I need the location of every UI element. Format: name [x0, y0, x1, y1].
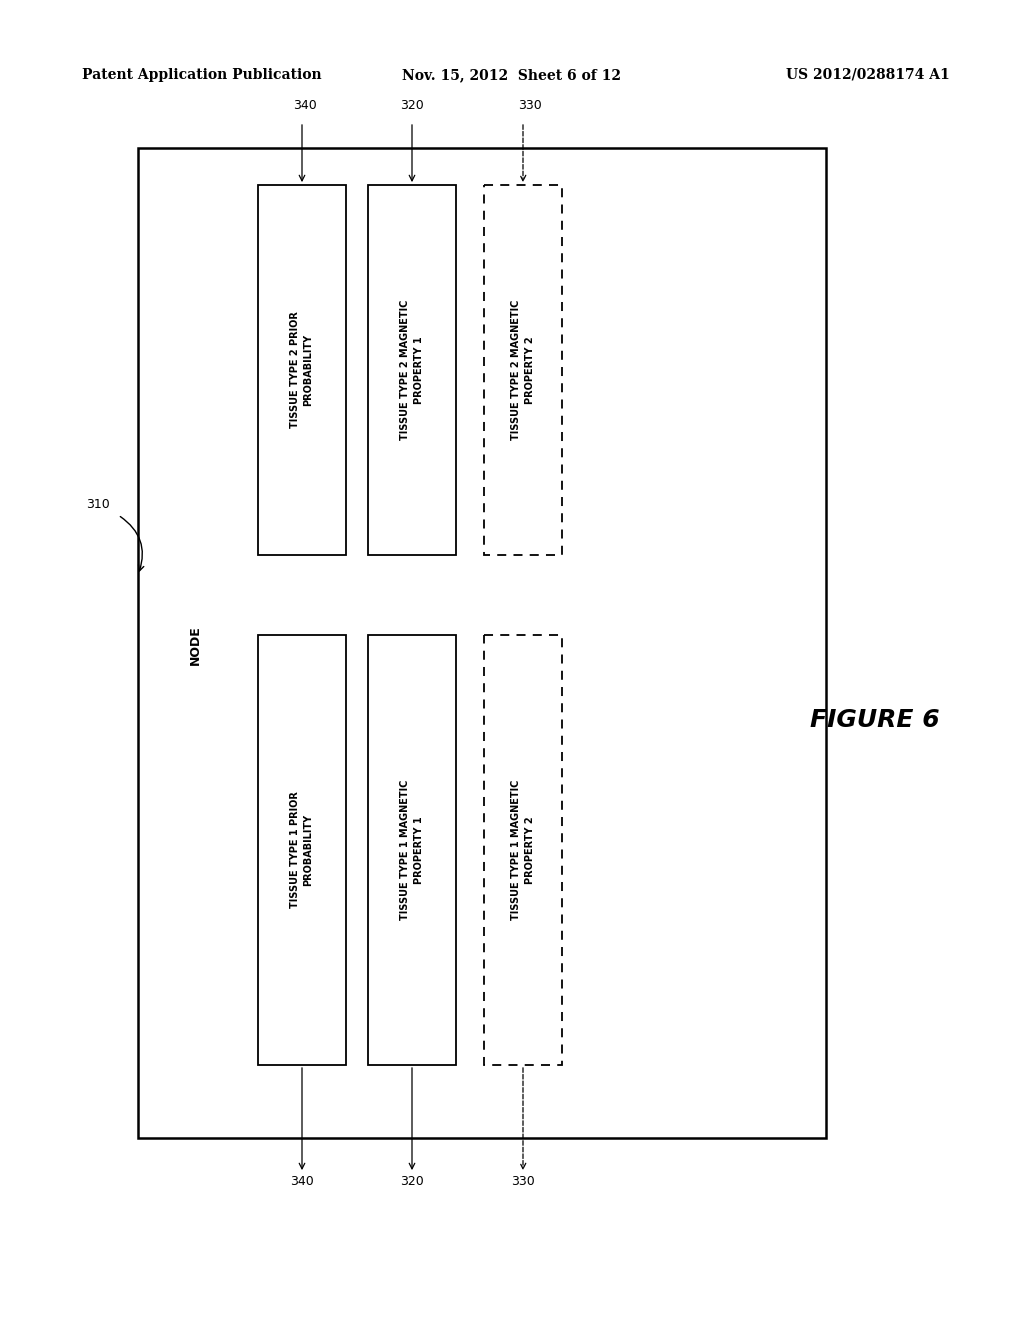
Bar	[368, 635, 456, 1065]
Text: FIGURE 6: FIGURE 6	[810, 708, 940, 733]
Bar	[138, 148, 826, 1138]
Text: TISSUE TYPE 1 PRIOR
PROBABILITY: TISSUE TYPE 1 PRIOR PROBABILITY	[291, 792, 313, 908]
Text: TISSUE TYPE 1 MAGNETIC
PROPERTY 2: TISSUE TYPE 1 MAGNETIC PROPERTY 2	[511, 780, 535, 920]
Text: TISSUE TYPE 2 MAGNETIC
PROPERTY 2: TISSUE TYPE 2 MAGNETIC PROPERTY 2	[511, 300, 535, 440]
Text: 320: 320	[400, 99, 424, 112]
Text: TISSUE TYPE 2 MAGNETIC
PROPERTY 1: TISSUE TYPE 2 MAGNETIC PROPERTY 1	[400, 300, 424, 440]
Text: 330: 330	[518, 99, 542, 112]
Text: NODE: NODE	[188, 626, 202, 665]
Bar	[368, 185, 456, 554]
Text: TISSUE TYPE 1 MAGNETIC
PROPERTY 1: TISSUE TYPE 1 MAGNETIC PROPERTY 1	[400, 780, 424, 920]
Bar	[484, 635, 562, 1065]
Bar	[258, 635, 346, 1065]
Bar	[484, 185, 562, 554]
Text: Patent Application Publication: Patent Application Publication	[82, 69, 322, 82]
Bar	[258, 185, 346, 554]
Text: US 2012/0288174 A1: US 2012/0288174 A1	[786, 69, 950, 82]
Text: 340: 340	[293, 99, 316, 112]
Text: 310: 310	[86, 499, 110, 511]
Text: TISSUE TYPE 2 PRIOR
PROBABILITY: TISSUE TYPE 2 PRIOR PROBABILITY	[291, 312, 313, 429]
Text: 320: 320	[400, 1175, 424, 1188]
Text: 330: 330	[511, 1175, 535, 1188]
Text: 340: 340	[290, 1175, 314, 1188]
Text: Nov. 15, 2012  Sheet 6 of 12: Nov. 15, 2012 Sheet 6 of 12	[402, 69, 622, 82]
